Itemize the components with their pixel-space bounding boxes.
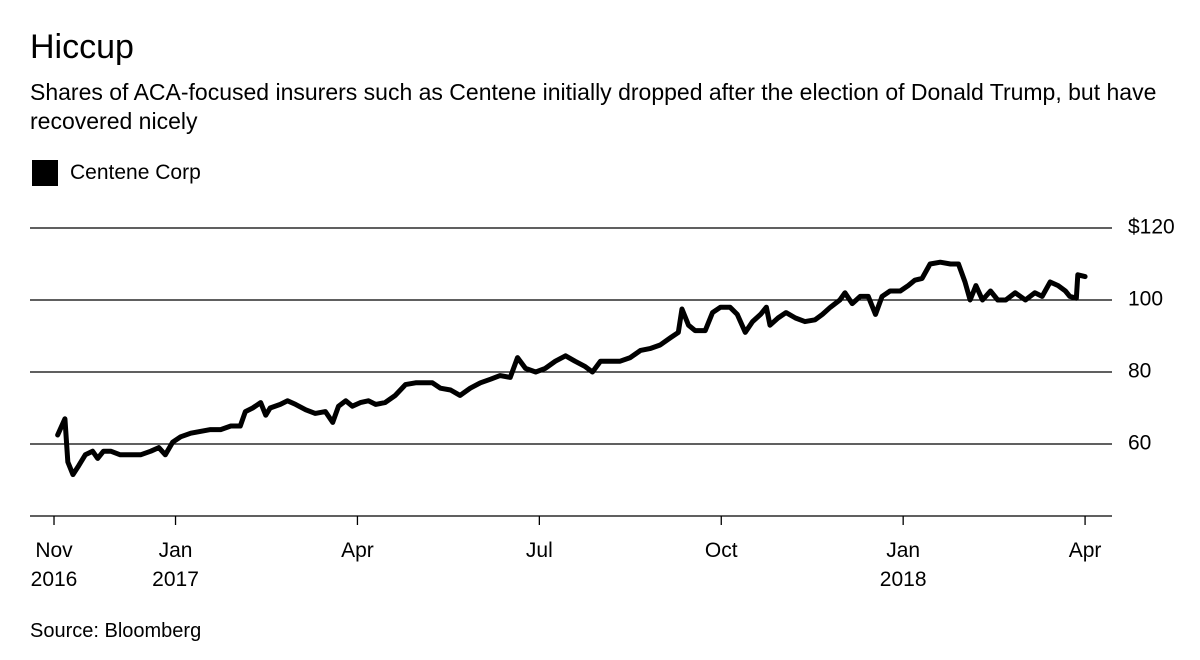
x-tick-label: Nov 2016	[30, 539, 78, 591]
x-tick-label: Apr	[341, 539, 374, 562]
legend-swatch	[32, 160, 58, 186]
chart-subtitle: Shares of ACA-focused insurers such as C…	[30, 79, 1157, 134]
y-tick-label: $120	[1128, 216, 1175, 239]
y-tick-label: 60	[1128, 432, 1151, 455]
x-tick-label: Jan 2018	[879, 539, 927, 591]
y-tick-label: 100	[1128, 288, 1163, 311]
x-tick-label: Jul	[525, 539, 553, 562]
x-tick-label: Oct	[704, 539, 738, 562]
legend: Centene Corp	[32, 160, 201, 186]
line-series	[55, 259, 1088, 478]
source-note: Source: Bloomberg	[30, 620, 202, 642]
x-tick-label: Apr	[1068, 539, 1102, 562]
chart-title: Hiccup	[30, 28, 134, 66]
legend-label: Centene Corp	[70, 161, 201, 184]
x-tick-label: Jan 2017	[152, 539, 199, 591]
y-tick-label: 80	[1128, 360, 1151, 383]
